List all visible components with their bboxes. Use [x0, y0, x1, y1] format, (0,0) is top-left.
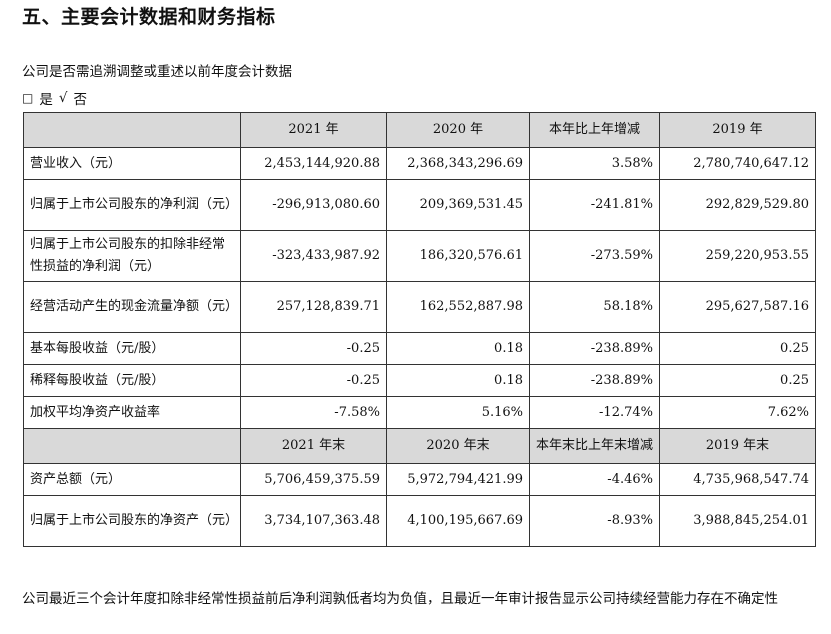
- table-row: 归属于上市公司股东的净利润（元） -296,913,080.60 209,369…: [23, 179, 816, 231]
- value-2019: 0.25: [659, 332, 816, 365]
- table-row: 归属于上市公司股东的扣除非经常性损益的净利润（元） -323,433,987.9…: [23, 230, 816, 282]
- value-2020: 162,552,887.98: [386, 281, 530, 333]
- table-row: 经营活动产生的现金流量净额（元） 257,128,839.71 162,552,…: [23, 281, 816, 333]
- value-2021: 5,706,459,375.59: [240, 463, 387, 496]
- option-yes-label: 是: [39, 92, 53, 108]
- value-change: -238.89%: [529, 332, 660, 365]
- value-2020: 209,369,531.45: [386, 179, 530, 231]
- section-heading: 五、主要会计数据和财务指标: [22, 6, 276, 28]
- option-no-label: 否: [73, 92, 87, 108]
- row-label: 资产总额（元）: [23, 463, 241, 496]
- header-cell-2020: 2020 年: [386, 112, 530, 148]
- value-2019: 3,988,845,254.01: [659, 495, 816, 547]
- value-2020: 0.18: [386, 332, 530, 365]
- value-2019: 7.62%: [659, 396, 816, 429]
- value-2021: 2,453,144,920.88: [240, 147, 387, 180]
- row-label: 稀释每股收益（元/股）: [23, 364, 241, 397]
- financial-indicators-table: 2021 年 2020 年 本年比上年增减 2019 年 营业收入（元） 2,4…: [23, 112, 816, 547]
- value-2019: 259,220,953.55: [659, 230, 816, 282]
- table-row: 加权平均净资产收益率 -7.58% 5.16% -12.74% 7.62%: [23, 396, 816, 429]
- going-concern-note: 公司最近三个会计年度扣除非经常性损益前后净利润孰低者均为负值，且最近一年审计报告…: [22, 591, 778, 607]
- restatement-options: □ 是 √ 否: [22, 88, 87, 108]
- value-2020: 5.16%: [386, 396, 530, 429]
- row-label: 归属于上市公司股东的扣除非经常性损益的净利润（元）: [23, 230, 241, 282]
- header-cell-2019-end: 2019 年末: [659, 428, 816, 464]
- table-row: 归属于上市公司股东的净资产（元） 3,734,107,363.48 4,100,…: [23, 495, 816, 547]
- restatement-question: 公司是否需追溯调整或重述以前年度会计数据: [22, 64, 292, 80]
- value-2020: 4,100,195,667.69: [386, 495, 530, 547]
- header-cell-empty: [23, 112, 241, 148]
- value-change: -12.74%: [529, 396, 660, 429]
- header-cell-2020-end: 2020 年末: [386, 428, 530, 464]
- value-2020: 2,368,343,296.69: [386, 147, 530, 180]
- value-change: -238.89%: [529, 364, 660, 397]
- checkmark-icon: √: [58, 90, 68, 106]
- table-row: 营业收入（元） 2,453,144,920.88 2,368,343,296.6…: [23, 147, 816, 180]
- value-2020: 186,320,576.61: [386, 230, 530, 282]
- value-2021: -0.25: [240, 332, 387, 365]
- value-2020: 0.18: [386, 364, 530, 397]
- value-2019: 295,627,587.16: [659, 281, 816, 333]
- header-cell-change-end: 本年末比上年末增减: [529, 428, 660, 464]
- row-label: 加权平均净资产收益率: [23, 396, 241, 429]
- header-cell-2021-end: 2021 年末: [240, 428, 387, 464]
- table-subheader-row: 2021 年末 2020 年末 本年末比上年末增减 2019 年末: [23, 428, 816, 464]
- row-label: 归属于上市公司股东的净利润（元）: [23, 179, 241, 231]
- row-label: 经营活动产生的现金流量净额（元）: [23, 281, 241, 333]
- header-cell-empty: [23, 428, 241, 464]
- row-label: 归属于上市公司股东的净资产（元）: [23, 495, 241, 547]
- value-2019: 292,829,529.80: [659, 179, 816, 231]
- value-2021: -7.58%: [240, 396, 387, 429]
- unchecked-box-icon: □: [22, 91, 34, 105]
- table-row: 资产总额（元） 5,706,459,375.59 5,972,794,421.9…: [23, 463, 816, 496]
- value-change: -273.59%: [529, 230, 660, 282]
- row-label: 基本每股收益（元/股）: [23, 332, 241, 365]
- header-cell-2019: 2019 年: [659, 112, 816, 148]
- header-cell-2021: 2021 年: [240, 112, 387, 148]
- header-cell-change: 本年比上年增减: [529, 112, 660, 148]
- value-2019: 2,780,740,647.12: [659, 147, 816, 180]
- table-row: 稀释每股收益（元/股） -0.25 0.18 -238.89% 0.25: [23, 364, 816, 397]
- value-change: 58.18%: [529, 281, 660, 333]
- value-2019: 0.25: [659, 364, 816, 397]
- value-change: -4.46%: [529, 463, 660, 496]
- value-2021: 257,128,839.71: [240, 281, 387, 333]
- value-2021: -296,913,080.60: [240, 179, 387, 231]
- value-2021: -323,433,987.92: [240, 230, 387, 282]
- value-2021: 3,734,107,363.48: [240, 495, 387, 547]
- value-change: -8.93%: [529, 495, 660, 547]
- value-2020: 5,972,794,421.99: [386, 463, 530, 496]
- row-label: 营业收入（元）: [23, 147, 241, 180]
- value-change: -241.81%: [529, 179, 660, 231]
- value-2021: -0.25: [240, 364, 387, 397]
- value-2019: 4,735,968,547.74: [659, 463, 816, 496]
- table-row: 基本每股收益（元/股） -0.25 0.18 -238.89% 0.25: [23, 332, 816, 365]
- value-change: 3.58%: [529, 147, 660, 180]
- table-header-row: 2021 年 2020 年 本年比上年增减 2019 年: [23, 112, 816, 148]
